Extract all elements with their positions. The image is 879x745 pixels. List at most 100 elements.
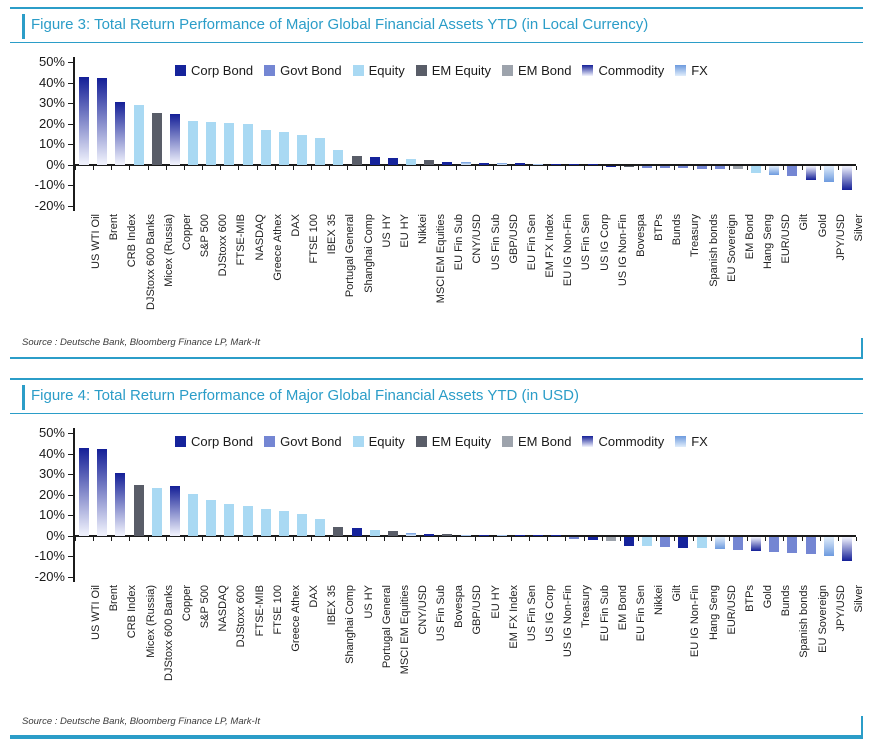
bar-ibex-35: [315, 138, 326, 165]
bar-eu-sovereign: [714, 165, 725, 169]
bar-eur-usd: [769, 165, 780, 175]
x-axis-label-text: DAX: [308, 585, 321, 608]
figure-4-panel: Figure 4: Total Return Performance of Ma…: [10, 378, 865, 739]
bar-gbp-usd: [460, 534, 471, 536]
x-axis-label-text: Spanish bonds: [707, 214, 720, 287]
x-axis-label: Gold: [747, 585, 774, 608]
x-axis-label-text: FTSE-MIB: [235, 214, 248, 266]
x-axis-label: Brent: [93, 214, 120, 240]
bar-us-ig-corp: [587, 164, 598, 166]
x-axis-label: S&P 500: [184, 585, 211, 628]
x-axis-label-text: Copper: [180, 585, 193, 622]
legend-swatch-icon: [582, 65, 594, 76]
bar-us-wti-oil: [79, 448, 90, 536]
bar-nikkei: [406, 159, 416, 165]
x-axis-line: [73, 163, 856, 166]
x-axis-label: CRB Index: [111, 585, 138, 638]
x-axis-label-text: EU Sovereign: [725, 214, 738, 282]
x-axis-label-text: Treasury: [580, 585, 593, 628]
x-axis-tick: [401, 536, 403, 541]
x-axis-label-text: Spanish bonds: [798, 585, 811, 658]
x-axis-label-text: Bovespa: [634, 214, 647, 257]
legend-swatch-icon: [582, 436, 594, 447]
y-axis-line: [73, 57, 75, 211]
x-axis-label-text: Portugal General: [380, 585, 393, 669]
legend-item-commodity: Commodity: [582, 63, 664, 78]
legend-label: Govt Bond: [280, 434, 342, 449]
y-tick-label: 50%: [38, 54, 65, 69]
x-axis-label: CRB Index: [111, 214, 138, 267]
x-axis-tick: [420, 536, 422, 541]
legend-label: EM Bond: [517, 434, 572, 449]
x-axis-label: Copper: [166, 214, 193, 250]
x-axis-label-text: Gilt: [671, 585, 684, 602]
x-axis-label: Micex (Russia): [148, 214, 175, 287]
y-tick-label: 30%: [38, 95, 65, 111]
x-axis-tick: [819, 536, 821, 541]
x-axis-label: Bunds: [765, 585, 792, 616]
y-axis-tick: [68, 433, 73, 434]
legend-item-equity: Equity: [352, 434, 405, 449]
x-axis-label: S&P 500: [184, 214, 211, 257]
figure-3-bottom-border: [10, 357, 863, 359]
bar-us-hy: [369, 156, 380, 165]
x-axis-tick: [837, 165, 839, 170]
x-axis-label-text: EU HY: [489, 585, 502, 619]
x-axis-label-text: FTSE-MIB: [253, 585, 266, 637]
bar-us-hy: [351, 528, 362, 536]
y-tick-label: -20%: [34, 198, 65, 213]
bar-djstoxx-600: [224, 503, 235, 536]
legend-item-equity: Equity: [352, 63, 405, 78]
x-axis-label: DJStoxx 600 Banks: [129, 214, 157, 310]
x-axis-label-text: US Fin Sen: [525, 585, 538, 642]
x-axis-tick: [75, 536, 76, 541]
x-axis-label: FTSE 100: [293, 214, 320, 264]
legend-label: EM Equity: [431, 434, 491, 449]
bar-gold: [805, 165, 816, 181]
x-axis-tick: [765, 536, 767, 541]
bar-spanish-bonds: [787, 536, 798, 553]
x-axis-label-text: US WTI Oil: [90, 214, 103, 269]
y-tick-label: 10%: [38, 507, 65, 523]
x-axis-label: Nikkei: [638, 585, 665, 615]
y-axis-tick: [68, 82, 73, 84]
x-axis-label: US Fin Sub: [420, 585, 447, 641]
x-axis-label-text: DJStoxx 600 Banks: [162, 585, 175, 681]
bar-nikkei: [642, 536, 653, 547]
bar-em-fx-index: [533, 163, 544, 165]
x-axis-label: IBEX 35: [311, 214, 338, 254]
bar-btps: [732, 536, 743, 550]
x-axis-label-text: Copper: [180, 214, 193, 251]
x-axis-label-text: Shanghai Comp: [344, 585, 357, 664]
x-axis-tick: [638, 536, 640, 541]
x-axis-label: US WTI Oil: [75, 214, 102, 269]
bar-s-p-500: [188, 120, 199, 165]
y-tick-label: 30%: [38, 466, 65, 482]
x-axis-label: Greece Athex: [275, 585, 302, 652]
bar-cny-usd: [406, 533, 416, 536]
legend-item-corp_bond: Corp Bond: [175, 434, 253, 449]
x-axis-tick: [365, 536, 367, 541]
x-axis-label-text: US IG Corp: [598, 214, 611, 271]
x-axis-tick: [220, 165, 222, 170]
x-axis-label: Gilt: [783, 214, 810, 231]
x-axis-tick: [383, 536, 385, 541]
bar-jpy-usd: [823, 165, 834, 182]
x-axis-tick: [474, 165, 476, 170]
x-axis-label: Brent: [93, 585, 120, 611]
y-tick-label: -10%: [34, 548, 65, 564]
x-axis-tick: [311, 536, 313, 541]
x-axis-label: NASDAQ: [238, 214, 266, 260]
x-axis-tick: [801, 165, 803, 170]
x-axis-tick: [728, 536, 730, 541]
x-axis-tick: [783, 536, 785, 541]
bar-nasdaq: [206, 499, 217, 536]
x-axis-label-text: Silver: [852, 214, 865, 242]
bar-ibex-35: [315, 519, 326, 536]
x-axis-tick: [256, 165, 258, 170]
y-axis-tick: [68, 103, 73, 105]
x-axis-tick: [220, 536, 222, 541]
x-axis-label: EUR/USD: [765, 214, 792, 264]
x-axis-label: EM Bond: [602, 585, 629, 630]
x-axis-tick: [456, 536, 458, 541]
